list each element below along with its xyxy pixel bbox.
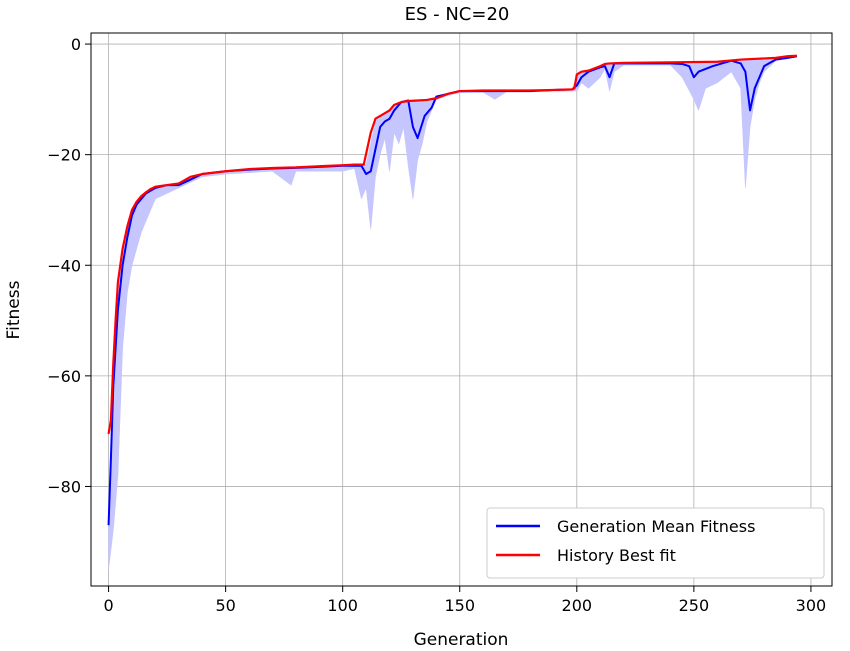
axis-ticks: 0 50 100 150 200 250 300 0 −20 −40 −60 −80 [47, 35, 826, 615]
y-tick-label-3: −60 [47, 367, 81, 386]
x-axis-label: Generation [414, 630, 509, 650]
x-tick-label-150: 150 [444, 596, 475, 615]
legend-label-best: History Best fit [557, 546, 676, 565]
grid [91, 33, 832, 586]
x-tick-label-0: 0 [103, 596, 113, 615]
x-tick-label-100: 100 [327, 596, 358, 615]
plot-frame [90, 32, 833, 587]
series-line-mean [107, 55, 798, 526]
y-tick-label-4: −80 [47, 477, 81, 496]
legend-box [486, 507, 825, 579]
chart-title: ES - NC=20 [405, 4, 510, 25]
y-axis-label: Fitness [4, 280, 24, 339]
y-tick-label-0: 0 [71, 35, 81, 54]
x-tick-label-200: 200 [562, 596, 593, 615]
y-tick-label-2: −40 [47, 256, 81, 275]
x-tick-label-250: 250 [679, 596, 710, 615]
series-lines [107, 54, 798, 526]
legend-label-mean: Generation Mean Fitness [557, 517, 755, 536]
series-line-best [107, 54, 797, 435]
y-tick-label-1: −20 [47, 146, 81, 165]
x-tick-label-300: 300 [796, 596, 827, 615]
spread-band [108, 55, 798, 570]
spread-band-area [108, 55, 798, 570]
x-tick-label-50: 50 [215, 596, 235, 615]
legend: Generation Mean Fitness History Best fit [486, 507, 825, 579]
